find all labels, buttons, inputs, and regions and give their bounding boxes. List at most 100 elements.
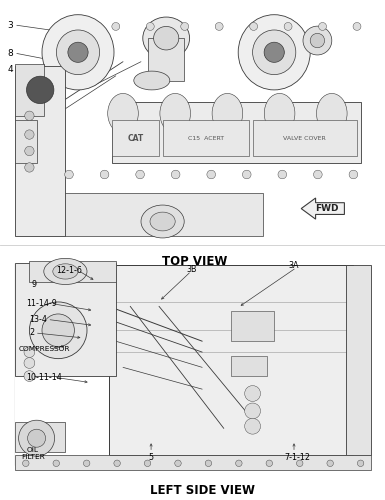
Bar	[112, 120, 159, 156]
Bar	[15, 120, 37, 163]
Text: 8: 8	[7, 49, 13, 58]
Circle shape	[303, 26, 332, 55]
Ellipse shape	[150, 212, 175, 231]
Circle shape	[296, 460, 303, 466]
Circle shape	[18, 420, 55, 456]
Ellipse shape	[154, 26, 179, 50]
Circle shape	[181, 22, 189, 30]
Bar	[15, 254, 375, 472]
Text: 12-1-6: 12-1-6	[56, 266, 82, 275]
Text: 5: 5	[149, 454, 154, 462]
Bar	[346, 265, 372, 454]
Ellipse shape	[56, 30, 100, 74]
Circle shape	[318, 22, 326, 30]
Bar	[15, 64, 44, 116]
Circle shape	[245, 418, 261, 434]
Circle shape	[65, 170, 73, 179]
Text: 9: 9	[31, 280, 36, 288]
Circle shape	[284, 22, 292, 30]
Circle shape	[28, 429, 45, 447]
Bar	[231, 310, 274, 341]
Circle shape	[25, 146, 34, 156]
Bar	[253, 120, 357, 156]
Ellipse shape	[238, 14, 310, 90]
Text: 2: 2	[29, 328, 35, 338]
Text: 11-14-9: 11-14-9	[26, 299, 57, 308]
Circle shape	[25, 130, 34, 139]
Circle shape	[278, 170, 286, 179]
Ellipse shape	[212, 94, 243, 134]
Circle shape	[25, 111, 34, 120]
Ellipse shape	[108, 94, 138, 134]
Circle shape	[112, 22, 120, 30]
Bar	[148, 38, 184, 80]
Text: 13-4: 13-4	[29, 315, 47, 324]
Bar	[15, 262, 116, 376]
Circle shape	[245, 403, 261, 419]
Circle shape	[100, 170, 109, 179]
Ellipse shape	[264, 94, 295, 134]
Circle shape	[215, 22, 223, 30]
Text: 4: 4	[8, 66, 13, 74]
FancyArrow shape	[301, 198, 345, 219]
Circle shape	[175, 460, 181, 466]
Text: 10-11-14: 10-11-14	[26, 372, 62, 382]
Circle shape	[310, 34, 325, 48]
Bar	[162, 120, 249, 156]
Bar	[65, 194, 263, 235]
Circle shape	[349, 170, 358, 179]
Circle shape	[236, 460, 242, 466]
Circle shape	[53, 460, 59, 466]
Circle shape	[114, 460, 121, 466]
Ellipse shape	[253, 30, 296, 74]
Text: CAT: CAT	[127, 134, 144, 142]
Circle shape	[23, 460, 29, 466]
Ellipse shape	[42, 314, 74, 346]
Text: C15  ACERT: C15 ACERT	[188, 136, 224, 140]
Bar	[231, 356, 267, 376]
Circle shape	[84, 460, 90, 466]
Circle shape	[146, 22, 154, 30]
Ellipse shape	[264, 43, 284, 62]
Circle shape	[136, 170, 144, 179]
Text: LEFT SIDE VIEW: LEFT SIDE VIEW	[150, 484, 255, 497]
Text: FWD: FWD	[315, 204, 338, 213]
Ellipse shape	[44, 258, 87, 284]
Text: 3B: 3B	[186, 265, 196, 274]
Ellipse shape	[29, 302, 87, 358]
Bar	[15, 10, 375, 245]
Circle shape	[353, 22, 361, 30]
Bar	[22, 17, 364, 235]
Circle shape	[264, 42, 284, 62]
Circle shape	[243, 170, 251, 179]
Text: COMPRESSOR: COMPRESSOR	[18, 346, 70, 352]
Bar	[15, 422, 65, 452]
Bar	[109, 265, 353, 454]
Bar	[15, 454, 372, 470]
Bar	[15, 66, 65, 235]
Circle shape	[207, 170, 216, 179]
Text: VALVE COVER: VALVE COVER	[283, 136, 326, 140]
Circle shape	[144, 460, 151, 466]
Text: TOP VIEW: TOP VIEW	[162, 255, 228, 268]
Ellipse shape	[160, 94, 191, 134]
Circle shape	[245, 386, 261, 402]
Bar	[15, 262, 372, 466]
Ellipse shape	[143, 17, 189, 59]
Circle shape	[313, 170, 322, 179]
Ellipse shape	[42, 14, 114, 90]
Text: 7-1-12: 7-1-12	[284, 454, 310, 462]
Text: OIL
FILTER: OIL FILTER	[21, 448, 45, 460]
Ellipse shape	[316, 94, 347, 134]
Circle shape	[205, 460, 212, 466]
Circle shape	[25, 163, 34, 172]
Ellipse shape	[53, 264, 78, 279]
Circle shape	[24, 346, 35, 358]
Bar	[112, 102, 361, 163]
Circle shape	[24, 370, 35, 382]
Text: 3A: 3A	[289, 261, 299, 270]
Circle shape	[327, 460, 333, 466]
Circle shape	[27, 76, 54, 104]
Ellipse shape	[134, 71, 170, 90]
Circle shape	[357, 460, 364, 466]
